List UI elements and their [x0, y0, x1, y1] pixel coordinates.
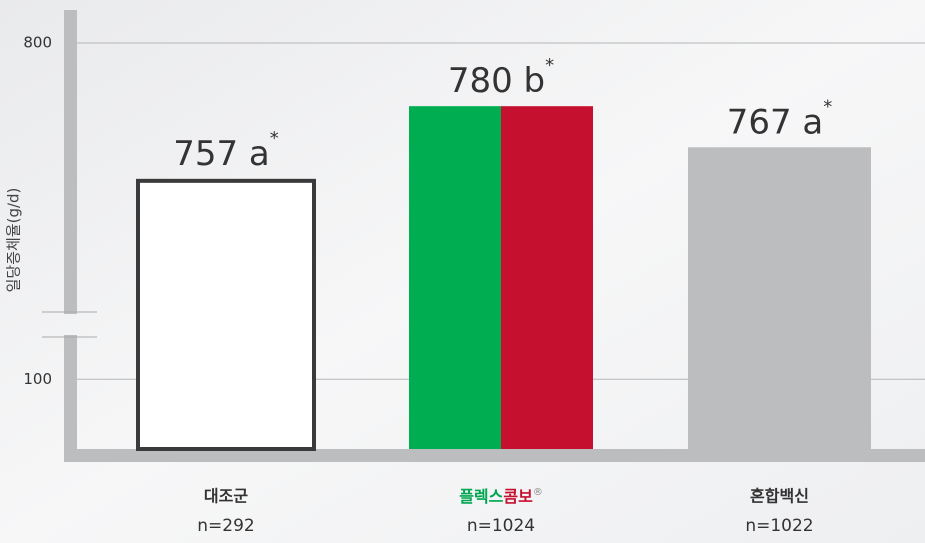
bar [688, 147, 871, 449]
y-axis [64, 335, 77, 462]
x-tick-label-part: 플렉스 [459, 487, 503, 506]
data-label-value: 757 a [173, 133, 270, 173]
y-tick-label: 800 [23, 34, 52, 52]
bar [409, 106, 501, 449]
data-label: 780 b* [448, 55, 554, 101]
sample-size: n=292 [197, 516, 254, 536]
data-label-mark: * [545, 55, 554, 76]
sample-size: n=1024 [467, 516, 535, 536]
y-axis-label: 일당증체율(g/d) [5, 188, 23, 293]
data-label-value: 767 a [727, 102, 824, 142]
bar [136, 178, 316, 451]
data-label-mark: * [270, 128, 279, 149]
x-tick-label: 혼합백신 [750, 487, 809, 506]
x-tick-label-part: 콤보 [503, 487, 533, 506]
x-tick-label: 플렉스콤보® [459, 487, 543, 506]
bar [501, 106, 593, 449]
data-label: 757 a* [173, 128, 279, 174]
y-axis [64, 10, 77, 314]
data-label-value: 780 b [448, 61, 545, 101]
y-tick-label: 100 [23, 370, 52, 388]
x-axis [64, 449, 925, 462]
data-label-mark: * [823, 96, 832, 117]
data-label: 767 a* [727, 96, 833, 142]
x-tick-label-part: ® [533, 487, 543, 498]
x-tick-label: 대조군 [204, 487, 248, 506]
sample-size: n=1022 [745, 516, 813, 536]
